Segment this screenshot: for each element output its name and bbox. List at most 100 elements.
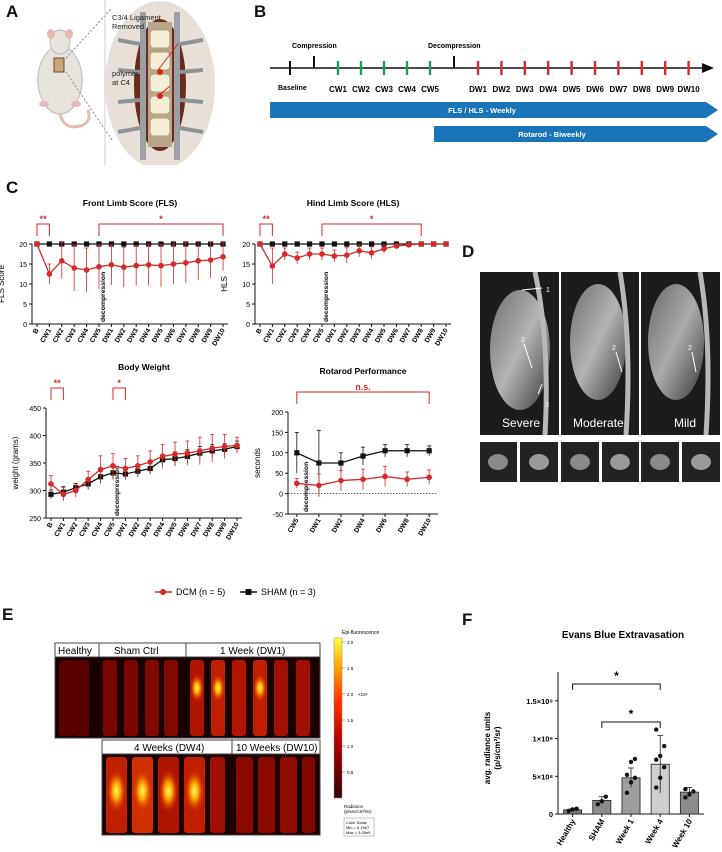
fls-sig-bracket — [36, 223, 50, 236]
fls-dcm-point — [158, 262, 164, 269]
bw-decompression-label: decompression — [114, 466, 121, 516]
bw-series-line-dcm — [50, 444, 238, 496]
hls-ylabel: HLS — [220, 276, 229, 292]
hls-ytick-label: 20 — [242, 242, 250, 249]
fls-sham-point — [133, 241, 139, 247]
tissue-strip — [124, 660, 138, 736]
evans-ylabel: avg. radiance units(p/s/cm²/sr) — [483, 711, 502, 784]
bw-dcm-point — [72, 487, 79, 494]
tissue-strip — [258, 757, 275, 833]
dw-label-8: DW8 — [633, 85, 651, 94]
hls-sham-point — [356, 241, 362, 247]
evans-data-point — [632, 775, 638, 780]
rotarod-sig-label: n.s. — [355, 382, 371, 392]
hls-xtick-label: DW8 — [411, 327, 425, 344]
label-sham-ctrl: Sham Ctrl — [114, 646, 158, 657]
hls-sham-point — [369, 241, 375, 247]
hls-decompression-label: decompression — [323, 272, 330, 322]
fls-xtick-label: CW3 — [64, 327, 78, 344]
fls-dcm-point — [120, 264, 127, 270]
dw-label-9: DW9 — [656, 85, 674, 94]
label-healthy: Healthy — [58, 646, 92, 657]
panel-label-d: D — [462, 242, 475, 261]
evans-ytick-label: 5×10⁸ — [533, 772, 554, 781]
label-4-weeks: 4 Weeks (DW4) — [134, 743, 204, 754]
fls-ytick-label: 5 — [23, 302, 27, 309]
mri-panel: 1 2 3 Severe 2 Moderate 2 Mild — [480, 272, 720, 482]
rotarod-sham-point — [404, 448, 410, 454]
fls-dcm-point — [34, 241, 40, 247]
colorbar-tick-label: 3.0 — [347, 640, 354, 645]
fls-sham-point — [71, 241, 77, 247]
rotarod-chart: Rotarod Performance seconds -50 0 50 100 150 20… — [253, 366, 438, 537]
tissue-strip — [232, 660, 246, 736]
rotarod-decompression-label: decompression — [303, 462, 310, 512]
colorbar-tick-label: 0.5 — [347, 770, 354, 775]
hls-xtick-label: DW3 — [349, 327, 363, 344]
rotarod-xtick-label: CW5 — [287, 517, 301, 534]
fls-dcm-point — [145, 262, 152, 268]
bw-sham-point — [48, 491, 54, 497]
mri-arrow-label-4: 2 — [612, 345, 616, 352]
fls-dcm-point — [170, 261, 177, 267]
fls-dcm-point — [183, 260, 189, 266]
bw-xtick-label: CW1 — [53, 521, 67, 538]
rotarod-xtick-label: DW6 — [375, 517, 389, 534]
rotarod-sham-point — [382, 448, 388, 454]
hls-dcm-point — [306, 251, 313, 257]
tissue-strip — [236, 757, 253, 833]
panel-label-a: A — [6, 2, 19, 21]
evans-sig-label: * — [614, 669, 619, 683]
hls-xtick-label: CW5 — [312, 327, 326, 344]
dw-label-2: DW2 — [493, 85, 511, 94]
cw-label-1: CW1 — [329, 85, 347, 94]
fls-xtick-label: DW6 — [164, 327, 178, 344]
color-scale-box: Color Scale Min = 6.19e7 Max = 3.05e9 — [346, 820, 371, 835]
hls-dcm-point — [281, 251, 288, 257]
fls-dcm-point — [220, 254, 226, 260]
hls-xtick-label: CW3 — [287, 327, 301, 344]
hls-chart: Hind Limb Score (HLS)HLS05101520BCW1CW2C… — [220, 198, 451, 347]
evans-data-point — [574, 806, 579, 811]
mri-mild: 2 Mild — [641, 272, 720, 436]
cw-label-5: CW5 — [421, 85, 439, 94]
rotarod-sham-point — [426, 448, 432, 454]
fls-xtick-label: DW2 — [114, 327, 128, 344]
hls-ytick-label: 5 — [246, 302, 250, 309]
legend-dcm-marker — [160, 589, 166, 595]
rotarod-dcm-point — [338, 477, 344, 484]
bw-ytick-label: 300 — [29, 489, 41, 496]
cw-label-4: CW4 — [398, 85, 416, 94]
hls-xtick-label: CW2 — [275, 327, 289, 344]
fls-dcm-point — [108, 262, 115, 268]
evans-data-point — [687, 792, 692, 797]
hls-dcm-point — [294, 255, 300, 261]
baseline-label: Baseline — [278, 85, 307, 92]
mri-arrow-label-2: 2 — [521, 337, 525, 344]
fls-xtick-label: DW5 — [151, 327, 165, 344]
hls-sham-point — [269, 241, 275, 247]
bw-xtick-label: DW6 — [178, 521, 192, 538]
hls-sig-bracket — [321, 223, 422, 236]
fls-decompression-label: decompression — [100, 272, 107, 322]
bw-xtick-label: CW3 — [78, 521, 92, 538]
fls-xtick-label: CW1 — [39, 327, 53, 344]
hls-dcm-point — [443, 241, 449, 247]
fls-sham-point — [121, 241, 127, 247]
hls-sham-point — [294, 241, 300, 247]
fls-series-line-dcm — [36, 243, 224, 276]
bw-dcm-point — [221, 443, 228, 450]
hls-xtick-label: CW4 — [300, 327, 314, 344]
mri-moderate: 2 Moderate — [561, 272, 639, 436]
rotarod-ytick-label: 50 — [275, 471, 283, 478]
tissue-hotspot — [158, 769, 179, 813]
decompression-label: Decompression — [428, 43, 481, 50]
hls-dcm-point — [343, 252, 350, 258]
evans-data-point — [691, 789, 696, 794]
fls-sham-point — [96, 241, 102, 247]
timeline-diagram: Baseline Compression CW1 CW2 CW3 CW4 CW5 Decomp… — [270, 43, 718, 142]
evans-ylabel-line: (p/s/cm²/sr) — [493, 726, 502, 769]
fls-sig-label: * — [159, 214, 163, 224]
mri-label-mild: Mild — [674, 416, 696, 430]
evans-xtick-label: Week 4 — [643, 817, 665, 846]
